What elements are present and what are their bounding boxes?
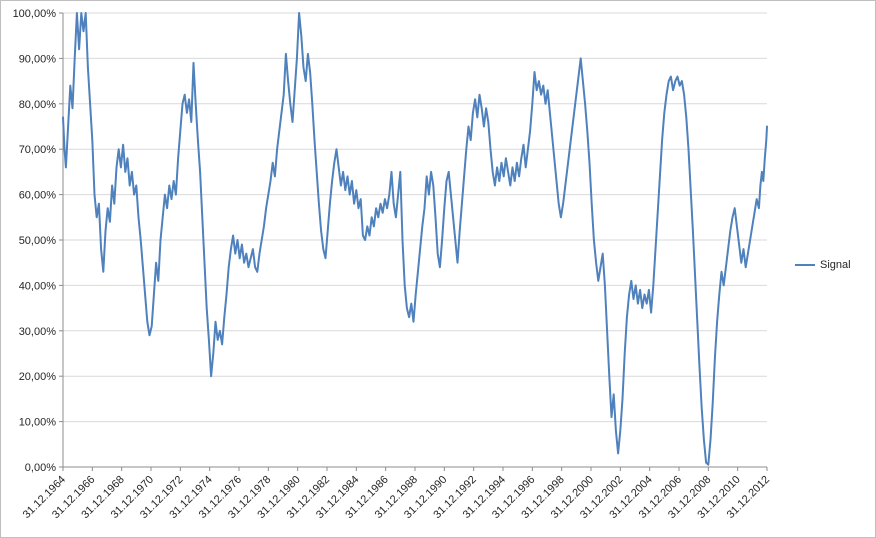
y-axis-label: 20,00%: [19, 371, 57, 383]
chart-legend[interactable]: Signal: [795, 259, 851, 271]
y-axis-label: 80,00%: [19, 99, 57, 111]
y-axis-label: 60,00%: [19, 190, 57, 202]
series-line-signal[interactable]: [62, 12, 768, 466]
y-axis-label: 70,00%: [19, 144, 57, 156]
legend-line-sample: [795, 264, 815, 266]
y-axis-label: 0,00%: [25, 462, 56, 474]
y-axis-label: 100,00%: [13, 8, 57, 20]
y-axis-label: 40,00%: [19, 280, 57, 292]
y-axis-label: 30,00%: [19, 326, 57, 338]
y-axis-label: 50,00%: [19, 235, 57, 247]
y-axis-label: 90,00%: [19, 53, 57, 65]
legend-label: Signal: [820, 259, 851, 271]
y-axis-label: 10,00%: [19, 417, 57, 429]
